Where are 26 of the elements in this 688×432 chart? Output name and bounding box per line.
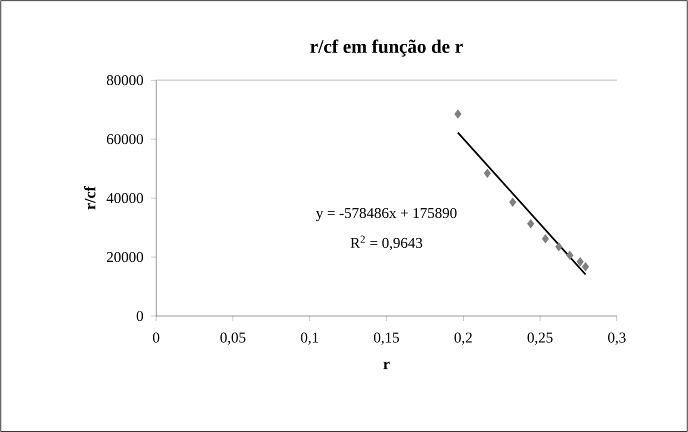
chart-title: r/cf em função de r: [310, 39, 463, 57]
x-tick-label: 0,15: [374, 332, 399, 345]
point: [527, 218, 534, 228]
y-axis-title: r/cf: [84, 186, 96, 210]
x-tick-label: 0,05: [220, 332, 246, 345]
point: [555, 242, 562, 252]
point: [576, 257, 584, 266]
x-tick-label: 0,3: [608, 332, 626, 345]
point: [484, 168, 491, 178]
point: [542, 234, 549, 244]
point: [582, 262, 590, 272]
y-tick-label: 40000: [106, 192, 144, 204]
y-tick-label: 0: [136, 310, 144, 321]
annotation: R$^{2}$ = 0,9643: [350, 236, 422, 250]
y-tick-label: 20000: [106, 252, 144, 262]
x-tick-label: 0,1: [300, 332, 318, 345]
x-tick-label: 0,2: [454, 332, 472, 345]
y-tick-label: 60000: [106, 134, 144, 144]
x-tick-label: 0,25: [528, 332, 553, 345]
y-tick-label: 80000: [106, 75, 144, 86]
point: [454, 109, 462, 119]
x-tick-label: 0: [152, 332, 160, 343]
x-axis-title: r: [383, 362, 390, 370]
point: [509, 197, 516, 207]
point: [566, 250, 574, 260]
annotation: y = -578486x + 175890: [316, 208, 457, 222]
